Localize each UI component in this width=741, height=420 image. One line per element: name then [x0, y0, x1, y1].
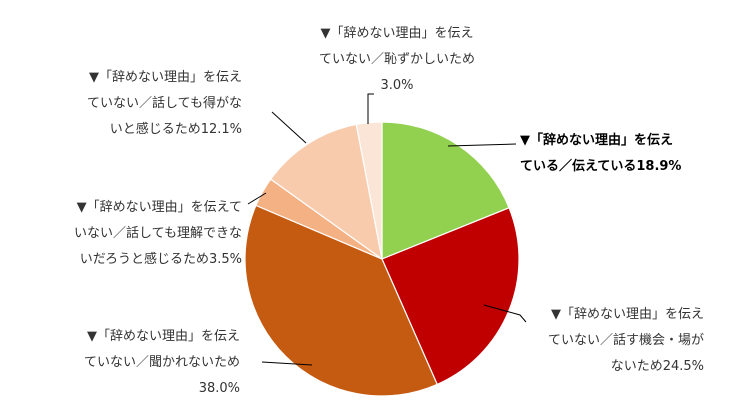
pie-slice-5 [269, 123, 383, 261]
slice-label-5: ▼「辞めない理由」を伝えていない／話しても得がないと感じるため12.1% [87, 70, 242, 137]
leader-line-6 [367, 93, 374, 124]
slice-label-1: ▼「辞めない理由」を伝えている／伝えている18.9% [520, 132, 681, 174]
slice-label-3-line-1: ▼「辞めない理由」を伝え [87, 329, 240, 344]
slice-label-5-line-1: ▼「辞めない理由」を伝え [89, 70, 242, 85]
slice-label-6-line-2: ていない／恥ずかしいため [319, 52, 475, 67]
slice-label-3-line-2: ていない／聞かれないため [84, 355, 240, 370]
slice-label-1-line-2: ている／伝えている18.9% [520, 158, 681, 174]
slice-label-4-line-2: いない／話しても理解できな [74, 225, 242, 241]
slice-label-6: ▼「辞めない理由」を伝えていない／恥ずかしいため 3.0% [319, 26, 475, 93]
pie-slice-6 [355, 121, 383, 260]
slice-label-6-line-3: 3.0% [380, 78, 413, 93]
slice-label-5-line-2: ていない／話しても得がな [87, 95, 242, 111]
slice-label-6-line-1: ▼「辞めない理由」を伝え [321, 26, 474, 41]
slice-label-2-line-3: ないため24.5% [611, 359, 704, 374]
slice-label-4: ▼「辞めない理由」を伝えていない／話しても理解できないだろうと感じるため3.5% [74, 200, 242, 267]
slice-label-1-line-1: ▼「辞めない理由」を伝え [520, 132, 673, 148]
slice-label-3: ▼「辞めない理由」を伝えていない／聞かれないため 38.0% [84, 329, 240, 396]
slice-label-2: ▼「辞めない理由」を伝えていない／話す機会・場がないため24.5% [548, 307, 704, 374]
leader-line-1 [447, 143, 517, 147]
leader-line-5 [271, 111, 307, 144]
leader-line-3 [261, 361, 313, 366]
slice-label-5-line-3: いと感じるため12.1% [110, 121, 242, 137]
pie-slices [244, 121, 520, 397]
slice-label-3-line-3: 38.0% [199, 381, 240, 396]
slice-labels: ▼「辞めない理由」を伝えている／伝えている18.9%▼「辞めない理由」を伝えてい… [74, 26, 704, 396]
pie-slice-2 [381, 206, 520, 386]
slice-label-4-line-1: ▼「辞めない理由」を伝えて [77, 200, 242, 215]
slice-label-2-line-2: ていない／話す機会・場が [548, 332, 704, 348]
leader-lines [247, 93, 527, 366]
pie-slice-3 [244, 204, 438, 397]
slice-label-2-line-1: ▼「辞めない理由」を伝え [551, 307, 704, 322]
slice-label-4-line-3: いだろうと感じるため3.5% [80, 251, 242, 267]
leader-line-4 [247, 192, 267, 205]
leader-line-2 [483, 304, 527, 323]
